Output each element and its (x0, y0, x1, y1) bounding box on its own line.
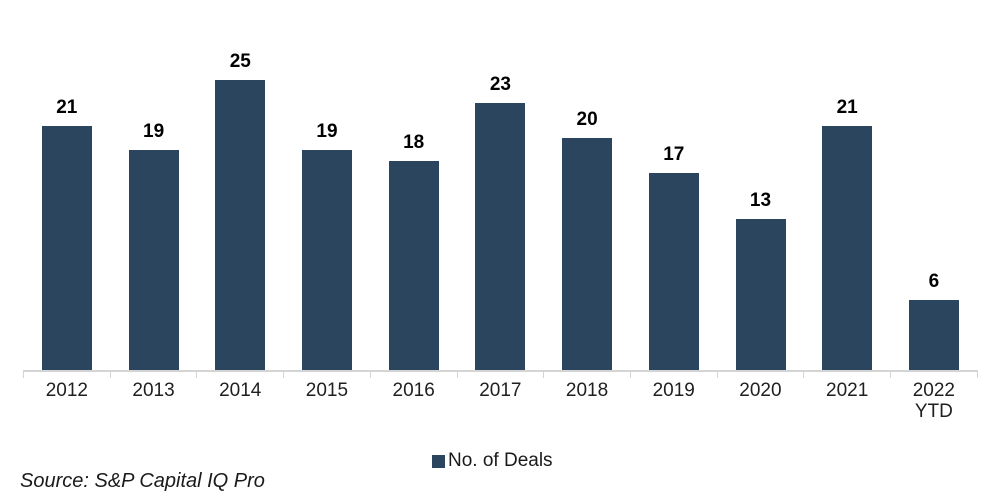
bar-value-label-2012: 21 (56, 97, 78, 119)
x-axis-tick (109, 370, 111, 378)
legend-marker-icon (432, 454, 445, 468)
legend: No. of Deals (432, 450, 553, 472)
bar-value-label-2019: 17 (663, 143, 685, 165)
bar-value-label-2013: 19 (143, 120, 165, 142)
x-axis-label-2012: 2012 (45, 380, 88, 401)
x-axis-tick (369, 370, 371, 378)
bar-value-label-2018: 20 (576, 109, 598, 130)
x-axis-label-2021: 2021 (826, 380, 869, 401)
x-axis-tick (543, 370, 545, 378)
legend-label: No. of Deals (448, 450, 553, 471)
x-axis-label-2019: 2019 (652, 380, 695, 401)
x-axis-tick (803, 370, 805, 378)
bar-value-label-2017: 23 (489, 74, 511, 96)
x-axis-tick (456, 370, 458, 378)
bar-2018 (562, 138, 613, 370)
x-axis-label-2016: 2016 (392, 380, 435, 401)
x-axis-label-2015: 2015 (305, 380, 349, 401)
x-axis-tick (716, 370, 718, 378)
bar-2014 (215, 80, 266, 370)
x-axis-label-2017: 2017 (479, 380, 522, 401)
bar-2016 (388, 161, 439, 370)
x-axis-tick (890, 370, 891, 378)
x-axis-tick (23, 370, 24, 378)
bar-2013 (128, 149, 179, 370)
x-axis-tick (283, 370, 285, 378)
bar-2022-ytd (908, 300, 959, 370)
bar-2020 (735, 219, 786, 370)
bar-value-label-2015: 19 (316, 120, 338, 142)
bar-2015 (302, 149, 352, 370)
x-axis-tick (976, 370, 978, 378)
x-axis-label-2020: 2020 (739, 380, 782, 401)
x-axis-label-2013: 2013 (132, 380, 175, 401)
x-axis-label-2022-ytd: 2022 YTD (912, 380, 955, 422)
bar-2017 (475, 103, 526, 370)
bar-2019 (648, 172, 699, 370)
bar-value-label-2021: 21 (836, 97, 858, 119)
source-note: Source: S&P Capital IQ Pro (20, 470, 265, 492)
bar-value-label-2016: 18 (403, 132, 425, 154)
bar-2012 (41, 126, 92, 370)
bar-value-label-2022-ytd: 6 (928, 271, 940, 293)
x-axis-line (23, 370, 978, 372)
bar-2021 (822, 126, 873, 370)
x-axis-label-2014: 2014 (219, 380, 262, 401)
x-axis-tick (629, 370, 631, 378)
bar-value-label-2020: 13 (749, 190, 772, 212)
bar-value-label-2014: 25 (229, 51, 251, 72)
x-axis-label-2018: 2018 (565, 380, 609, 401)
x-axis-tick (196, 370, 198, 378)
